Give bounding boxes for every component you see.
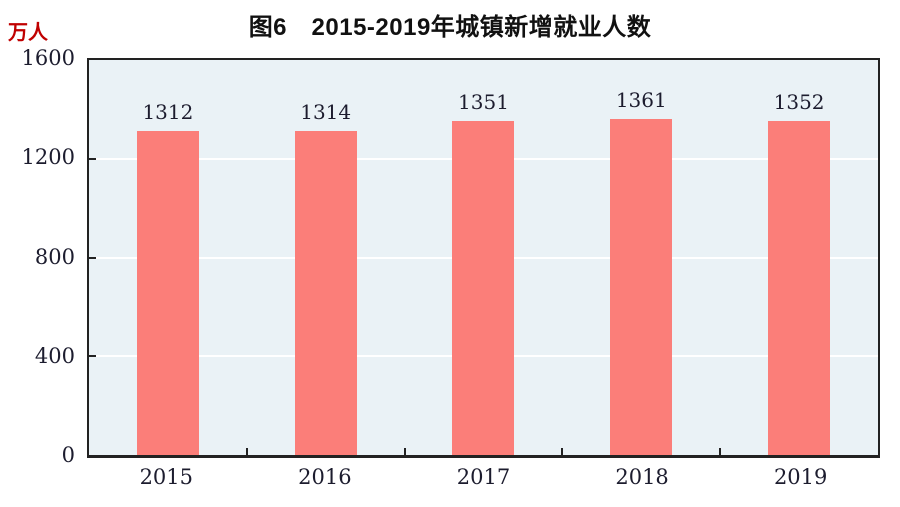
x-tick-label: 2018 xyxy=(615,465,669,489)
bar-value-label: 1314 xyxy=(300,99,352,124)
bars-layer: 1312 1314 1351 1361 1352 xyxy=(89,60,878,455)
x-tick-label: 2015 xyxy=(139,465,194,489)
bar-value-label: 1361 xyxy=(615,88,667,113)
x-axis-tick xyxy=(719,448,722,455)
bar-cell: 1351 xyxy=(405,60,564,455)
bar-value-label: 1352 xyxy=(773,90,825,115)
bar xyxy=(768,121,831,455)
y-tick-label: 800 xyxy=(34,244,75,269)
bar-value-label: 1351 xyxy=(458,90,509,115)
x-tick-label: 2017 xyxy=(456,465,511,489)
x-axis-tick xyxy=(403,448,406,455)
plot-area: 1312 1314 1351 1361 1352 xyxy=(87,58,880,458)
y-tick-label: 0 xyxy=(61,443,75,467)
bar-value-label: 1312 xyxy=(142,100,194,125)
y-tick-label: 400 xyxy=(34,343,75,368)
y-tick-label: 1200 xyxy=(21,145,75,170)
y-axis-unit-label: 万人 xyxy=(8,22,48,44)
x-axis-labels: 2015 2016 2017 2018 2019 xyxy=(87,465,880,489)
bar-cell: 1352 xyxy=(720,60,878,455)
chart-title: 图6 2015-2019年城镇新增就业人数 xyxy=(248,14,652,41)
bar xyxy=(452,121,515,455)
x-axis-tick xyxy=(561,448,564,455)
y-axis-tick xyxy=(89,355,96,358)
bar xyxy=(610,119,673,455)
x-tick-label: 2019 xyxy=(773,465,828,489)
x-axis-tick xyxy=(245,448,248,455)
bar-cell: 1312 xyxy=(89,60,248,455)
x-tick-label: 2016 xyxy=(298,465,352,489)
bar-cell: 1314 xyxy=(247,60,406,455)
y-axis-labels: 0 400 800 1200 1600 xyxy=(0,46,75,467)
bar-cell: 1361 xyxy=(562,60,722,455)
y-axis-tick xyxy=(89,256,96,259)
y-tick-label: 1600 xyxy=(21,46,75,70)
y-axis-tick xyxy=(89,157,96,160)
bar xyxy=(294,130,357,455)
bar xyxy=(136,131,199,455)
